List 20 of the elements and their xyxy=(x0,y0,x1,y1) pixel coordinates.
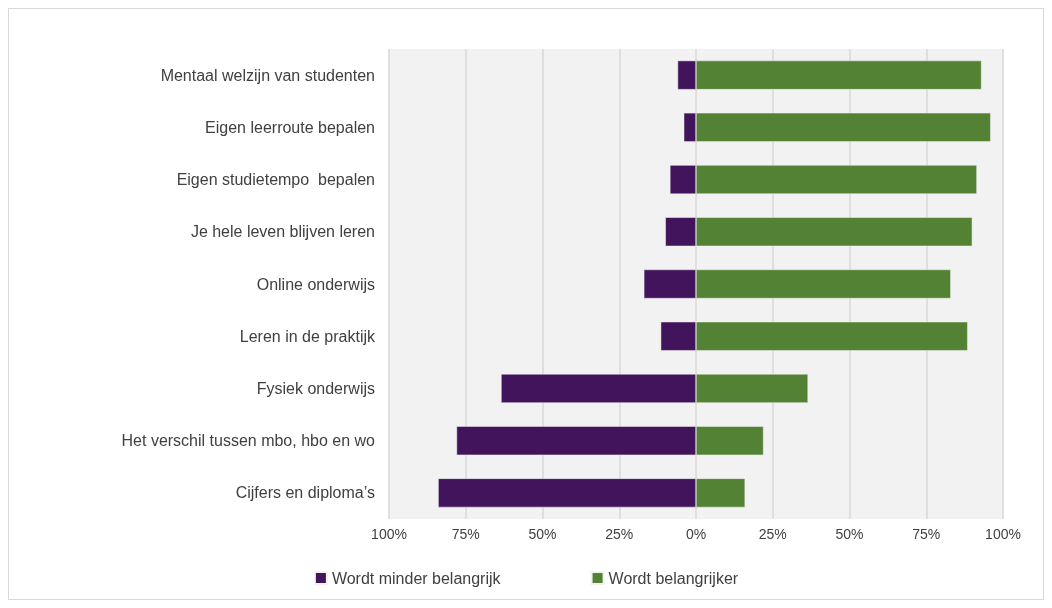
y-tick-label: Online onderwijs xyxy=(256,275,375,293)
y-tick-label: Leren in de praktijk xyxy=(239,327,376,345)
y-tick-label: Fysiek onderwijs xyxy=(256,379,375,397)
x-tick-label: 75% xyxy=(451,526,480,542)
x-tick-label: 75% xyxy=(912,526,941,542)
y-tick-label: Het verschil tussen mbo, hbo en wo xyxy=(121,432,376,450)
x-tick-label: 100% xyxy=(371,526,407,542)
y-tick-label: Je hele leven blijven leren xyxy=(190,223,375,241)
text: 0% xyxy=(685,526,707,542)
x-tick-label: 25% xyxy=(605,526,634,542)
x-tick-label: 50% xyxy=(835,526,864,542)
y-tick-label: Eigen studietempo bepalen xyxy=(176,171,375,189)
legend-label: Wordt belangrijker xyxy=(608,569,739,587)
x-tick-label: 25% xyxy=(758,526,787,542)
y-tick-label: Eigen leerroute bepalen xyxy=(205,118,375,136)
y-tick-label: Cijfers en diploma’s xyxy=(235,484,375,502)
x-tick-label: 100% xyxy=(985,526,1021,542)
y-tick-label: Mentaal welzijn van studenten xyxy=(160,66,375,84)
legend-label: Wordt minder belangrijk xyxy=(331,569,502,587)
x-tick-label: 50% xyxy=(528,526,557,542)
